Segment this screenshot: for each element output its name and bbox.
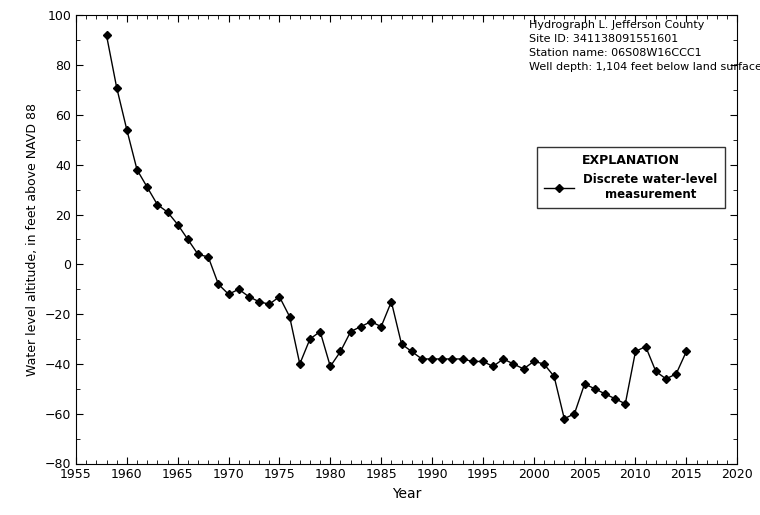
X-axis label: Year: Year bbox=[392, 487, 421, 501]
Y-axis label: Water level altitude, in feet above NAVD 88: Water level altitude, in feet above NAVD… bbox=[26, 103, 39, 376]
Text: Hydrograph L. Jefferson County
Site ID: 341138091551601
Station name: 06S08W16CC: Hydrograph L. Jefferson County Site ID: … bbox=[529, 20, 760, 72]
Legend: Discrete water-level
measurement: Discrete water-level measurement bbox=[537, 147, 725, 208]
